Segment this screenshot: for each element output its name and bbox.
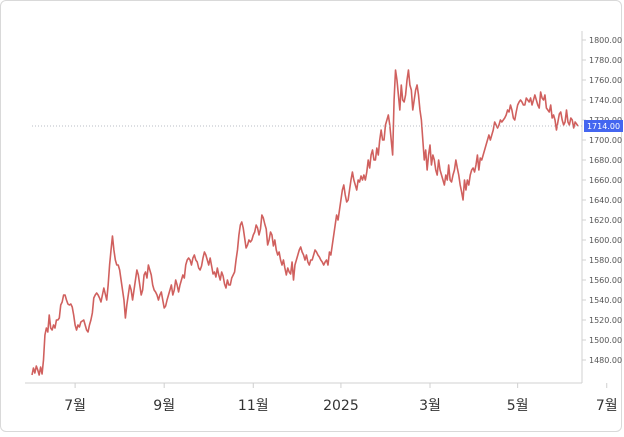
y-tick-label: 1700.00 bbox=[589, 136, 622, 145]
y-tick-label: 1580.00 bbox=[589, 256, 622, 265]
y-tick-label: 1480.00 bbox=[589, 356, 622, 365]
y-tick-label: 1660.00 bbox=[589, 176, 622, 185]
x-tick-label: 3월 bbox=[419, 398, 441, 414]
y-tick-label: 1640.00 bbox=[589, 196, 622, 205]
y-tick-label: 1520.00 bbox=[589, 316, 622, 325]
y-tick-label: 1740.00 bbox=[589, 96, 622, 105]
x-tick-label: 5월 bbox=[507, 398, 529, 414]
x-tick-label: 11월 bbox=[238, 398, 269, 414]
y-tick-label: 1560.00 bbox=[589, 276, 622, 285]
price-series-line bbox=[31, 69, 579, 376]
x-tick-label: 9월 bbox=[153, 398, 175, 414]
y-tick-label: 1600.00 bbox=[589, 236, 622, 245]
y-tick-label: 1500.00 bbox=[589, 336, 622, 345]
y-tick-label: 1620.00 bbox=[589, 216, 622, 225]
y-tick-label: 1680.00 bbox=[589, 156, 622, 165]
x-tick-label: 7월 bbox=[596, 398, 618, 414]
y-tick-label: 1760.00 bbox=[589, 76, 622, 85]
x-tick-label: 7월 bbox=[64, 398, 86, 414]
y-tick-label: 1540.00 bbox=[589, 296, 622, 305]
x-tick-label: 2025 bbox=[323, 398, 359, 414]
y-tick-label: 1800.00 bbox=[589, 36, 622, 45]
y-tick-label: 1780.00 bbox=[589, 56, 622, 65]
current-price-badge bbox=[584, 120, 623, 132]
current-price-label: 1714.00 bbox=[587, 122, 620, 131]
